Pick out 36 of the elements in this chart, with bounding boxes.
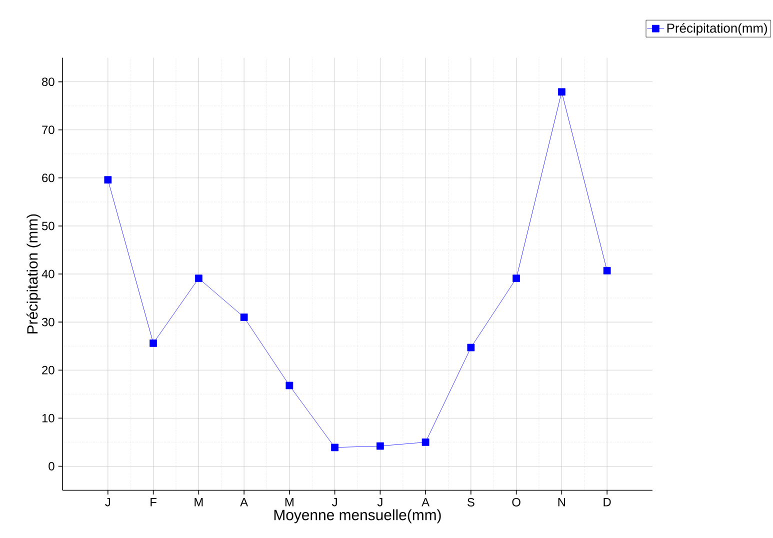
point [422,438,430,446]
x-tick-label: S [467,498,474,506]
x-axis-title: Moyenne mensuelle(mm) [274,509,441,524]
point [603,266,611,274]
y-tick-label: 20 [42,366,54,374]
point [558,88,566,96]
x-tick-label: J [377,498,382,506]
point [286,382,294,390]
point [467,344,475,352]
x-tick-label: O [512,498,520,506]
x-tick-label: A [240,498,248,506]
x-tick-label: J [332,498,337,506]
x-tick-label: M [194,498,203,506]
point [512,274,520,282]
y-tick-label: 70 [42,126,54,134]
y-tick-label: 10 [42,414,54,422]
x-tick-label: M [285,498,294,506]
point [331,444,338,452]
x-tick-label: J [105,498,110,506]
y-tick-label: 60 [42,174,54,182]
point [104,176,112,184]
x-tick-label: N [558,498,566,506]
x-tick-label: A [422,498,430,506]
x-tick-label: F [150,498,156,506]
legend-label: Précipitation(mm) [667,23,767,36]
y-tick-label: 0 [48,462,54,470]
x-tick-label: D [604,498,611,506]
point [240,314,248,321]
y-tick-label: 80 [42,78,54,86]
y-tick-label: 50 [42,222,54,230]
y-tick-label: 40 [42,270,54,278]
point [376,442,384,450]
y-axis-title: Précipitation (mm) [26,214,41,334]
point [150,339,157,347]
point [194,274,202,282]
y-tick-label: 30 [42,318,54,326]
